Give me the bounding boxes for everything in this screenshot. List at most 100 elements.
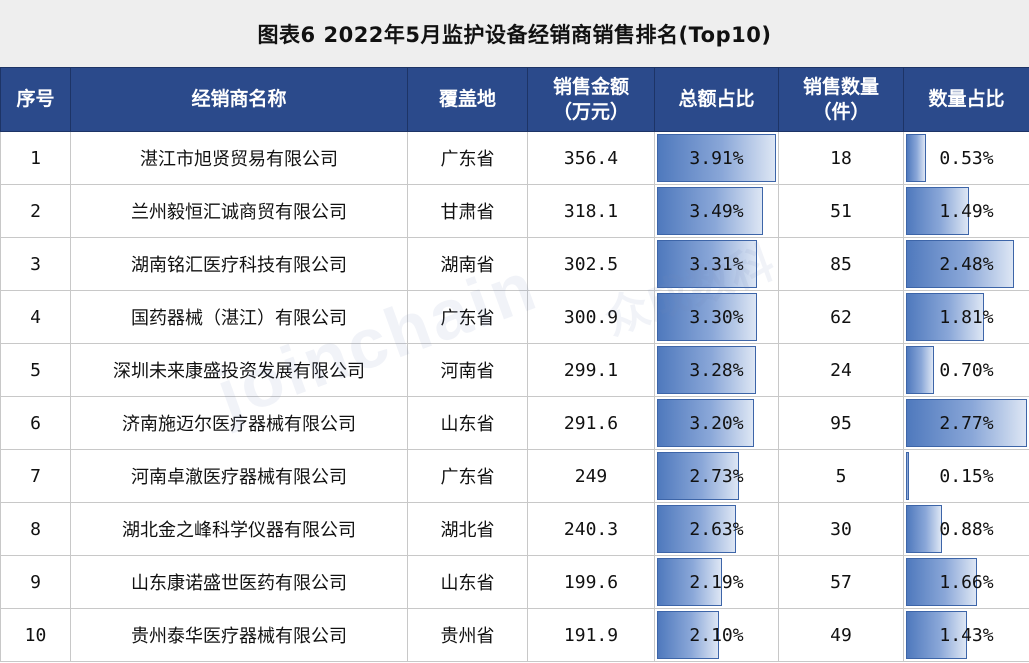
cell-dealer: 湖南铭汇医疗科技有限公司 xyxy=(70,237,408,291)
cell-region: 广东省 xyxy=(407,449,528,503)
table-row: 4 国药器械（湛江）有限公司 广东省 300.9 3.30% 62 1.81% xyxy=(0,290,1029,344)
cell-amount-text: 249 xyxy=(574,465,608,487)
cell-qty: 24 xyxy=(778,343,904,397)
cell-amount-share-label: 3.20% xyxy=(689,412,744,434)
cell-qty-text: 85 xyxy=(830,253,852,275)
cell-qty: 18 xyxy=(778,131,904,185)
cell-amount-share-label: 3.30% xyxy=(689,306,744,328)
cell-index: 4 xyxy=(0,290,71,344)
cell-region-text: 甘肃省 xyxy=(440,202,495,223)
cell-amount: 299.1 xyxy=(527,343,655,397)
cell-qty-share-bar xyxy=(906,134,926,182)
table-row: 3 湖南铭汇医疗科技有限公司 湖南省 302.5 3.31% 85 2.48% xyxy=(0,237,1029,291)
cell-region: 广东省 xyxy=(407,290,528,344)
cell-amount-share-bar xyxy=(657,611,720,659)
table-row: 8 湖北金之峰科学仪器有限公司 湖北省 240.3 2.63% 30 0.88% xyxy=(0,502,1029,556)
cell-qty: 62 xyxy=(778,290,904,344)
cell-dealer: 深圳未来康盛投资发展有限公司 xyxy=(70,343,408,397)
cell-qty-share-bar xyxy=(906,240,1014,288)
cell-amount-share-label: 2.19% xyxy=(689,571,744,593)
cell-index-text: 2 xyxy=(30,200,41,222)
cell-qty-share-label: 0.70% xyxy=(939,359,994,381)
cell-index-text: 3 xyxy=(30,253,41,275)
cell-qty-share-label: 1.49% xyxy=(939,200,994,222)
cell-qty-share-bar xyxy=(906,611,967,659)
cell-amount: 291.6 xyxy=(527,396,655,450)
header-qty: 销售数量 （件） xyxy=(778,67,904,132)
cell-index-text: 4 xyxy=(30,306,41,328)
cell-amount-share-bar xyxy=(657,399,754,447)
table-row: 2 兰州毅恒汇诚商贸有限公司 甘肃省 318.1 3.49% 51 1.49% xyxy=(0,184,1029,238)
cell-qty-share-bar xyxy=(906,293,984,341)
cell-region: 山东省 xyxy=(407,396,528,450)
cell-amount-share: 3.31% xyxy=(654,237,779,291)
table-row: 1 湛江市旭贤贸易有限公司 广东省 356.4 3.91% 18 0.53% xyxy=(0,131,1029,185)
cell-qty-share: 1.66% xyxy=(903,555,1029,609)
cell-amount-share-label: 3.31% xyxy=(689,253,744,275)
cell-dealer: 贵州泰华医疗器械有限公司 xyxy=(70,608,408,662)
header-qty-line1: 销售数量 xyxy=(802,75,879,98)
cell-amount-share-label: 3.91% xyxy=(689,147,744,169)
cell-amount-share: 3.91% xyxy=(654,131,779,185)
cell-dealer: 湛江市旭贤贸易有限公司 xyxy=(70,131,408,185)
ranking-table: 序号 经销商名称 覆盖地 销售金额 （万元） 总额占比 销售数量 （件） 数量占… xyxy=(0,67,1029,662)
cell-dealer: 湖北金之峰科学仪器有限公司 xyxy=(70,502,408,556)
cell-region-text: 湖北省 xyxy=(440,520,495,541)
cell-amount: 240.3 xyxy=(527,502,655,556)
cell-qty-share-bar xyxy=(906,187,970,235)
cell-amount-text: 299.1 xyxy=(563,359,619,381)
cell-amount-share-bar xyxy=(657,558,722,606)
table-row: 6 济南施迈尔医疗器械有限公司 山东省 291.6 3.20% 95 2.77% xyxy=(0,396,1029,450)
cell-amount-share-bar xyxy=(657,240,758,288)
cell-qty: 57 xyxy=(778,555,904,609)
header-amount-line2: （万元） xyxy=(552,100,629,123)
cell-qty-share-bar xyxy=(906,558,977,606)
cell-qty-share-label: 1.43% xyxy=(939,624,994,646)
cell-dealer: 兰州毅恒汇诚商贸有限公司 xyxy=(70,184,408,238)
cell-qty-share: 1.49% xyxy=(903,184,1029,238)
cell-dealer-text: 湖北金之峰科学仪器有限公司 xyxy=(122,520,356,541)
cell-amount-text: 240.3 xyxy=(563,518,619,540)
cell-index: 7 xyxy=(0,449,71,503)
cell-dealer-text: 深圳未来康盛投资发展有限公司 xyxy=(113,361,365,382)
cell-index-text: 6 xyxy=(30,412,41,434)
cell-qty-share-label: 0.88% xyxy=(939,518,994,540)
cell-amount-share-label: 2.10% xyxy=(689,624,744,646)
header-region: 覆盖地 xyxy=(407,67,528,132)
cell-amount-share-bar xyxy=(657,346,757,394)
table-row: 7 河南卓澈医疗器械有限公司 广东省 249 2.73% 5 0.15% xyxy=(0,449,1029,503)
cell-region: 河南省 xyxy=(407,343,528,397)
cell-amount-text: 191.9 xyxy=(563,624,619,646)
cell-qty-text: 51 xyxy=(830,200,852,222)
cell-dealer-text: 国药器械（湛江）有限公司 xyxy=(131,308,347,329)
cell-amount-share-bar xyxy=(657,505,736,553)
cell-dealer-text: 济南施迈尔医疗器械有限公司 xyxy=(122,414,356,435)
cell-index: 5 xyxy=(0,343,71,397)
cell-dealer: 河南卓澈医疗器械有限公司 xyxy=(70,449,408,503)
cell-region-text: 湖南省 xyxy=(440,255,495,276)
cell-index: 10 xyxy=(0,608,71,662)
cell-region: 甘肃省 xyxy=(407,184,528,238)
cell-dealer: 国药器械（湛江）有限公司 xyxy=(70,290,408,344)
cell-qty-share: 1.43% xyxy=(903,608,1029,662)
cell-qty-share-bar xyxy=(906,452,909,500)
cell-amount-text: 318.1 xyxy=(563,200,619,222)
cell-index-text: 8 xyxy=(30,518,41,540)
cell-amount-share: 3.28% xyxy=(654,343,779,397)
cell-index: 2 xyxy=(0,184,71,238)
table-title: 图表6 2022年5月监护设备经销商销售排名(Top10) xyxy=(0,0,1029,67)
cell-qty-share: 2.77% xyxy=(903,396,1029,450)
header-row: 序号 经销商名称 覆盖地 销售金额 （万元） 总额占比 销售数量 （件） 数量占… xyxy=(0,67,1029,132)
cell-qty: 49 xyxy=(778,608,904,662)
cell-qty: 85 xyxy=(778,237,904,291)
cell-amount-share-bar xyxy=(657,187,763,235)
cell-region: 湖北省 xyxy=(407,502,528,556)
header-qty-share: 数量占比 xyxy=(903,67,1029,132)
cell-amount-text: 356.4 xyxy=(563,147,619,169)
cell-region: 湖南省 xyxy=(407,237,528,291)
header-amount-share: 总额占比 xyxy=(654,67,779,132)
cell-amount-share: 2.10% xyxy=(654,608,779,662)
cell-amount-share: 3.30% xyxy=(654,290,779,344)
cell-qty-text: 57 xyxy=(830,571,852,593)
cell-qty-share: 0.88% xyxy=(903,502,1029,556)
